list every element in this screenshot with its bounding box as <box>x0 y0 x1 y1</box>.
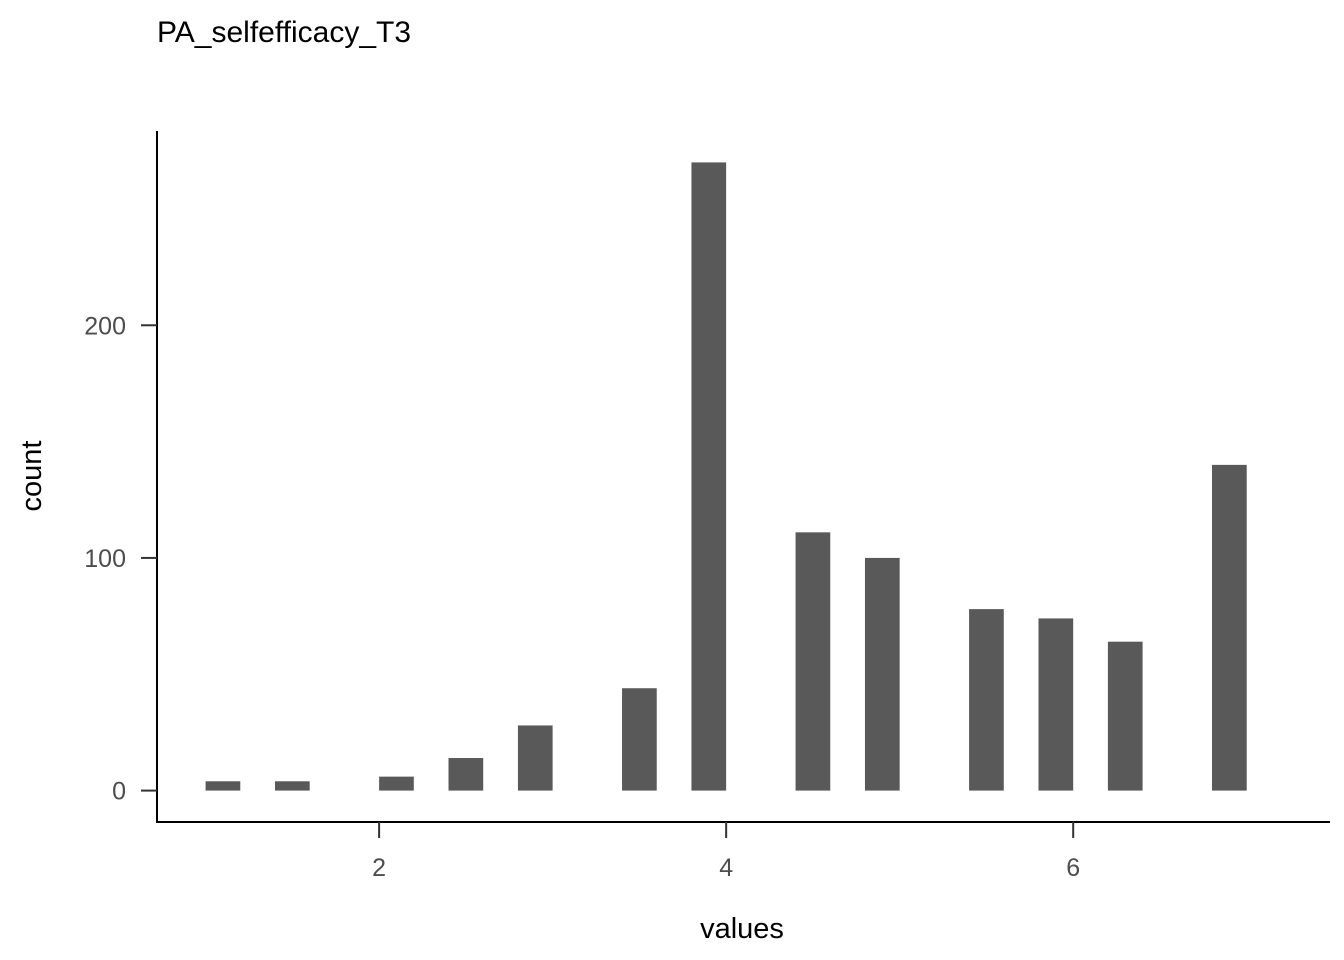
histogram-bar <box>1107 641 1143 791</box>
y-tick-label: 200 <box>84 312 126 340</box>
y-tick-label: 100 <box>84 545 126 573</box>
chart-title: PA_selfefficacy_T3 <box>157 16 411 49</box>
histogram-bar <box>795 532 831 791</box>
histogram-bar <box>622 688 657 791</box>
histogram-bar <box>1038 618 1074 791</box>
y-axis-ticks: 0 100 200 <box>84 312 157 806</box>
histogram-bar <box>274 781 310 791</box>
histogram-bar <box>969 609 1004 791</box>
histogram-bar <box>448 758 484 791</box>
y-tick-label: 0 <box>112 778 126 806</box>
x-tick-label: 4 <box>719 854 733 882</box>
bars-group <box>205 162 1247 791</box>
x-axis-ticks: 2 4 6 <box>372 822 1080 882</box>
histogram-bar <box>517 725 553 791</box>
y-axis-title: count <box>16 441 48 512</box>
x-axis-title: values <box>700 913 784 945</box>
histogram-bar <box>864 557 900 791</box>
x-tick-label: 6 <box>1066 854 1080 882</box>
histogram-bar <box>205 781 241 791</box>
x-tick-label: 2 <box>372 854 386 882</box>
histogram-bar <box>1212 464 1247 791</box>
histogram-bar <box>379 776 414 791</box>
histogram-bar <box>691 162 727 791</box>
